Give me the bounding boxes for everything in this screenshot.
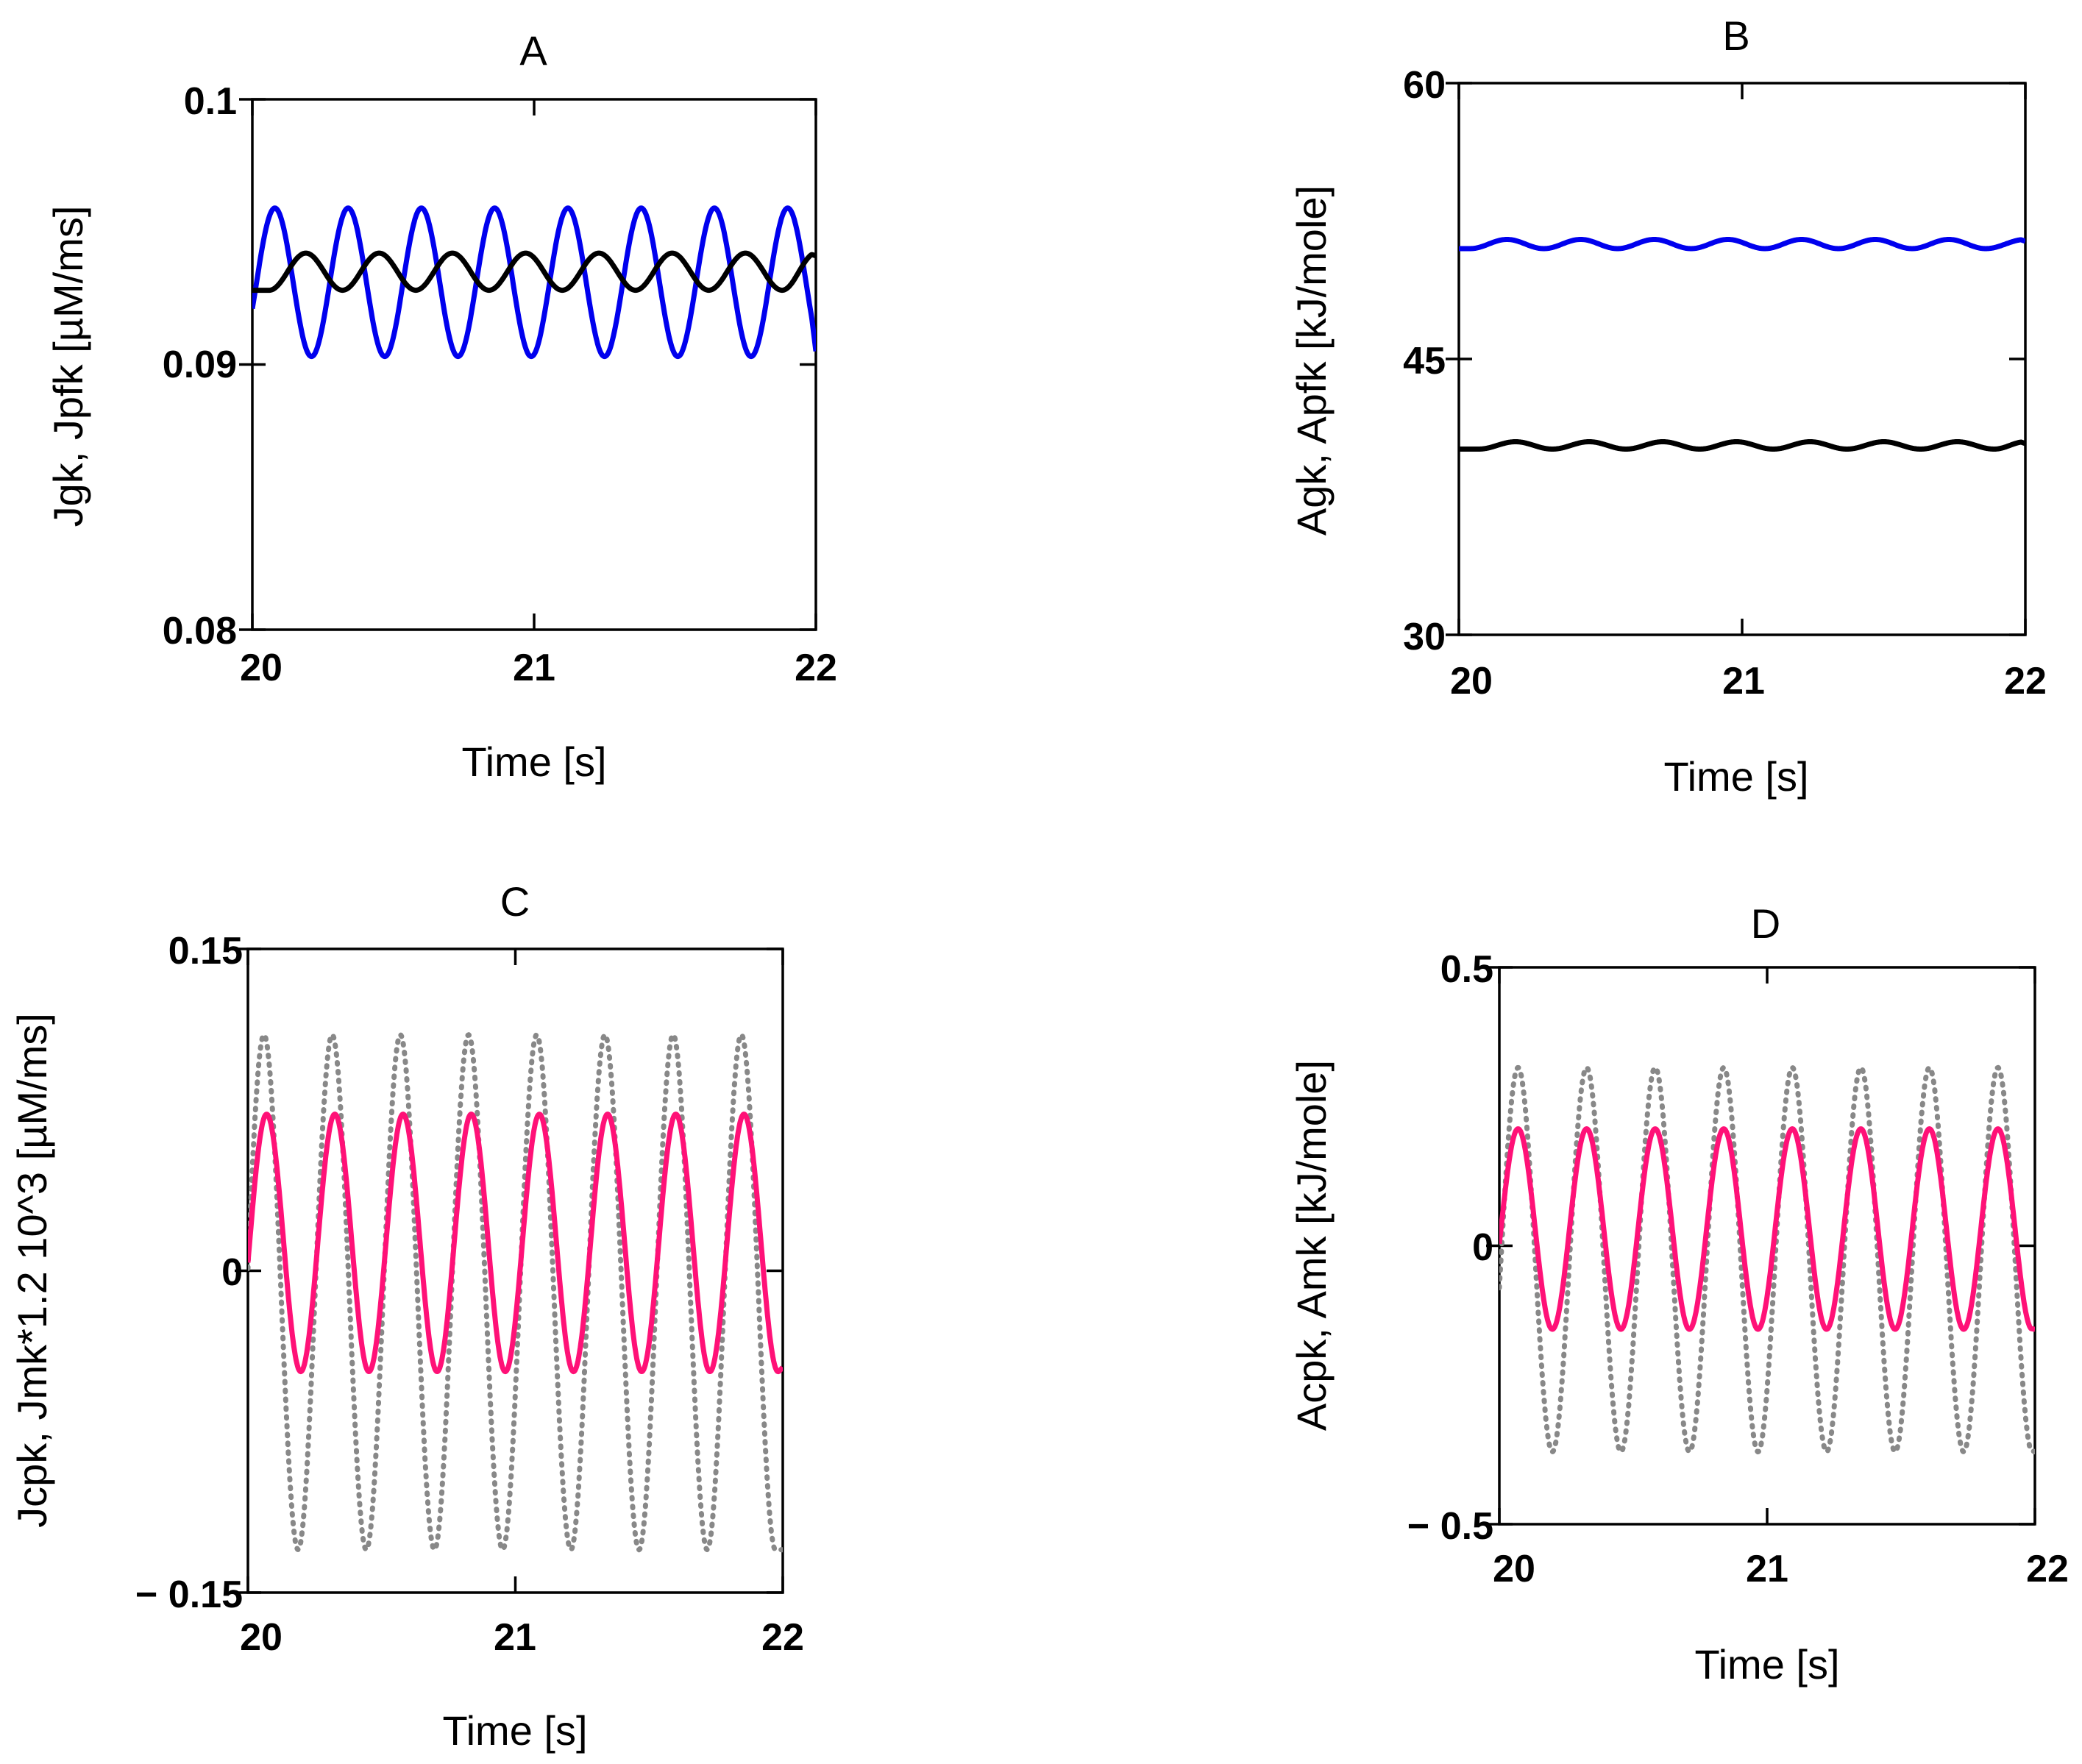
panel-d-xtick-left: 20	[1493, 1548, 1535, 1590]
panel-c-xtick-mid: 21	[494, 1616, 536, 1659]
panel-d-series-1-line	[1499, 1126, 2035, 1332]
panel-a-ytick-mid: 0.09	[163, 344, 237, 386]
panel-b-ylabel: Agk, Apfk [kJ/mole]	[1288, 185, 1335, 536]
panel-d: D 0.5 0 − 0.5 20 21 22 Time [s] Acpk, Am…	[1288, 900, 2069, 1687]
panel-b-xtick-mid: 21	[1722, 660, 1765, 703]
panel-a-ytick-bottom: 0.08	[163, 610, 237, 652]
panel-d-xlabel: Time [s]	[1694, 1641, 1839, 1687]
panel-a-ytick-top: 0.1	[184, 80, 237, 123]
panel-c-series-0-line	[248, 1032, 783, 1553]
panel-c-plot-area	[235, 947, 784, 1594]
panel-a-xlabel: Time [s]	[461, 739, 606, 785]
panel-c-xlabel: Time [s]	[442, 1707, 587, 1754]
panel-b-series-0-line	[1459, 237, 2025, 252]
panel-d-ytick-bottom: − 0.5	[1407, 1505, 1493, 1548]
panel-b-title: B	[1722, 13, 1749, 59]
panel-b-xtick-left: 20	[1450, 660, 1493, 703]
panel-c-series-1-line	[248, 1112, 783, 1375]
panel-c-ytick-bottom: − 0.15	[135, 1573, 243, 1616]
panel-d-xtick-mid: 21	[1746, 1548, 1788, 1590]
panel-c-ytick-top: 0.15	[168, 930, 243, 972]
panel-a-series-1-line	[252, 250, 816, 294]
panel-b-series-1-line	[1459, 439, 2025, 452]
panel-a-xtick-right: 22	[795, 647, 837, 689]
panel-c-ytick-mid: 0	[221, 1251, 243, 1294]
panel-c-xtick-right: 22	[761, 1616, 804, 1659]
panel-b-ytick-bottom: 30	[1403, 616, 1446, 658]
panel-c-xtick-left: 20	[240, 1616, 283, 1659]
panel-d-frame	[1498, 966, 2036, 1526]
panel-d-ylabel: Acpk, Amk [kJ/mole]	[1288, 1060, 1335, 1431]
panel-b-ytick-mid: 45	[1403, 340, 1446, 383]
panel-b: B 60 45 30 20 21 22 Time [s] Agk, Apfk […	[1288, 13, 2047, 800]
panel-a-xtick-mid: 21	[513, 647, 555, 689]
panel-a-frame	[251, 98, 817, 631]
panel-a: A 0.1 0.09 0.08 20 21 22 Time [s] Jgk, J…	[45, 27, 837, 785]
panel-d-xtick-right: 22	[2026, 1548, 2069, 1590]
panel-d-ytick-top: 0.5	[1440, 948, 1493, 991]
panel-d-title: D	[1751, 900, 1780, 947]
panel-d-series-0-line	[1499, 1064, 2035, 1455]
panel-b-xlabel: Time [s]	[1663, 753, 1808, 800]
panel-c: C 0.15 0 − 0.15 20 21 22 Time [s] Jcpk, …	[9, 878, 804, 1754]
panel-c-ylabel: Jcpk, Jmk*1.2 10^3 [µM/ms]	[9, 1013, 55, 1528]
panel-d-plot-area	[1486, 966, 2036, 1526]
panel-b-xtick-right: 22	[2004, 660, 2047, 703]
panel-a-xtick-left: 20	[240, 647, 283, 689]
panel-a-plot-area	[239, 98, 817, 631]
panel-d-ytick-mid: 0	[1472, 1226, 1493, 1269]
panel-a-series-0-line	[252, 205, 816, 360]
panel-a-title: A	[519, 27, 547, 74]
panel-b-frame	[1457, 82, 2027, 636]
panel-c-title: C	[500, 878, 530, 925]
panel-b-ytick-top: 60	[1403, 64, 1446, 107]
panel-a-ylabel: Jgk, Jpfk [µM/ms]	[45, 206, 91, 527]
panel-b-plot-area	[1446, 82, 2027, 636]
